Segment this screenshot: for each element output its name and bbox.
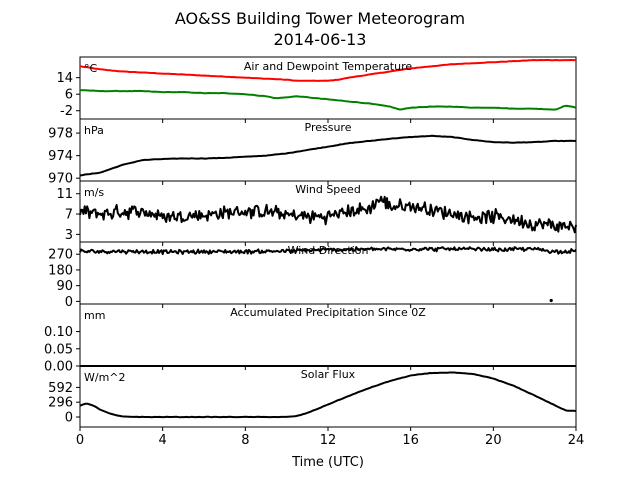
y-tick-label: 11 [56, 187, 73, 202]
panel-unit: m/s [84, 186, 104, 199]
y-tick-label: 3 [65, 228, 73, 243]
panel-1: 978 974 970 Pressure hPa [48, 118, 577, 187]
y-tick-label: 974 [48, 149, 73, 164]
series-line [79, 134, 577, 177]
panel-title: Wind Speed [295, 183, 361, 196]
panel-unit: hPa [84, 124, 104, 137]
panel-title: Pressure [305, 121, 352, 134]
panel-title: Wind Direction [288, 244, 369, 257]
figure-date: 2014-06-13 [274, 30, 367, 49]
y-tick-label: 14 [56, 71, 73, 86]
y-tick-label: 296 [48, 396, 73, 411]
panel-2: 11 7 3 Wind Speed m/s [56, 180, 577, 246]
panel-title: Accumulated Precipitation Since 0Z [230, 306, 426, 319]
series-line [79, 59, 576, 82]
y-tick-label: 592 [48, 381, 73, 396]
panel-unit: °C [84, 62, 98, 75]
x-axis: 0 4 8 12 16 20 24 [76, 433, 584, 448]
panel-unit: mm [84, 309, 105, 322]
x-tick-label: 4 [159, 433, 167, 448]
panel-title: Air and Dewpoint Temperature [244, 60, 412, 73]
y-tick-label: 0 [65, 411, 73, 426]
x-tick-label: 20 [485, 433, 502, 448]
x-tick-label: 24 [568, 433, 585, 448]
y-tick-label: -2 [60, 104, 73, 119]
x-tick-label: 0 [76, 433, 84, 448]
figure-title: AO&SS Building Tower Meteorogram [175, 9, 465, 28]
y-tick-label: 270 [48, 248, 73, 263]
x-tick-label: 16 [402, 433, 419, 448]
series-line [79, 89, 577, 111]
y-tick-label: 0.10 [44, 325, 73, 340]
y-tick-label: 180 [48, 263, 73, 278]
series-line [79, 246, 577, 256]
x-tick-label: 12 [320, 433, 337, 448]
series-line [79, 195, 577, 234]
y-tick-label: 90 [56, 279, 73, 294]
y-tick-label: 970 [48, 172, 73, 187]
y-tick-label: 6 [65, 88, 73, 103]
y-tick-label: 7 [65, 208, 73, 223]
series-line [79, 371, 577, 419]
panel-4: 0.10 0.05 0.00 Accumulated Precipitation Si… [44, 303, 577, 375]
y-tick-label: 0 [65, 295, 73, 310]
panel-0: 14 6-2 Air and Dewpoint Temperature °C [56, 56, 577, 123]
y-tick-label: 0.05 [44, 342, 73, 357]
x-axis-label: Time (UTC) [291, 455, 364, 470]
panel-title: Solar Flux [301, 368, 356, 381]
x-tick-label: 8 [241, 433, 249, 448]
y-tick-label: 0.00 [44, 360, 73, 375]
panel-unit: W/m^2 [84, 371, 126, 384]
y-tick-label: 978 [48, 127, 73, 142]
data-point [549, 298, 553, 303]
